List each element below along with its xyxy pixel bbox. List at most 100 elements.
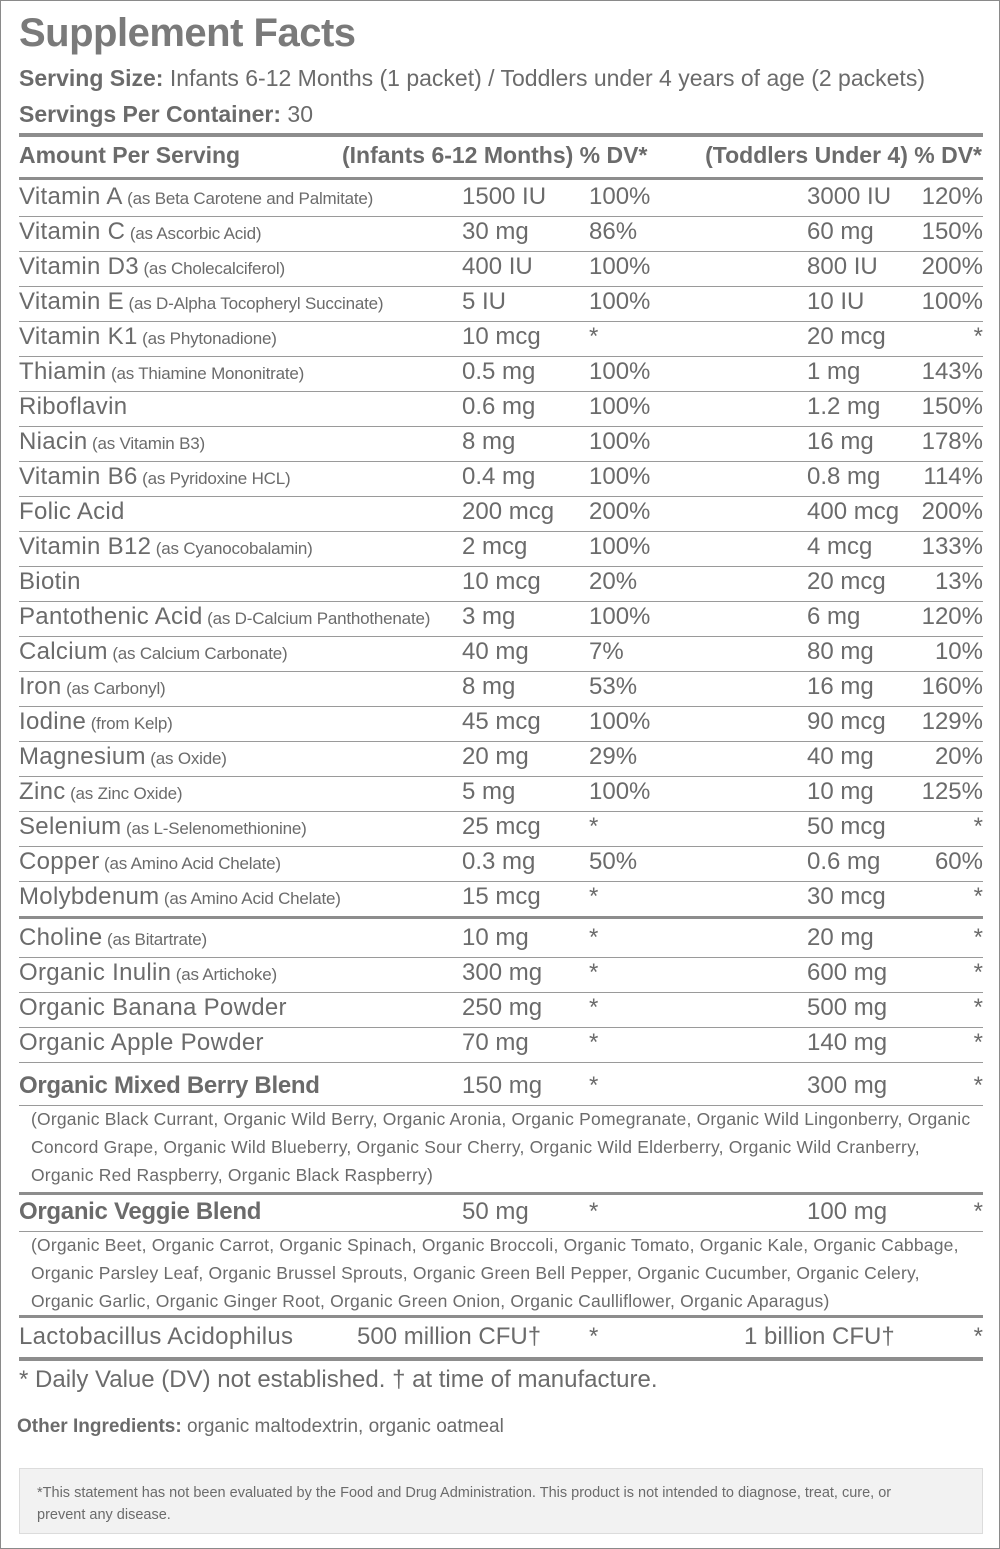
row-toddler-amount: 40 mg (807, 743, 874, 770)
nutrient-name: Iodine (19, 708, 87, 735)
row-infant-dv: 100% (589, 708, 651, 735)
servings-per-container-value: 30 (281, 101, 314, 127)
divider-thick (19, 133, 983, 137)
row-infant-amount: 10 mcg (462, 323, 541, 350)
nutrient-name: Riboflavin (19, 393, 128, 420)
divider-thick (19, 1192, 983, 1195)
table-row: Iodine (from Kelp) 45 mcg 100% 90 mcg 129% (19, 707, 983, 742)
row-toddler-amount: 90 mcg (807, 708, 886, 735)
row-name: Folic Acid (19, 498, 125, 526)
table-row: Organic Inulin (as Artichoke) 300 mg * 600 … (19, 958, 983, 993)
row-toddler-dv: * (973, 924, 983, 951)
row-name: Choline (as Bitartrate) (19, 924, 207, 952)
table-row: Zinc (as Zinc Oxide) 5 mg 100% 10 mg 125% (19, 777, 983, 812)
table-row: Vitamin K1 (as Phytonadione) 10 mcg * 20 mc… (19, 322, 983, 357)
nutrient-source: (as Carbonyl) (61, 679, 166, 698)
row-infant-dv: 100% (589, 603, 651, 630)
table-row: Pantothenic Acid (as D-Calcium Panthothe… (19, 602, 983, 637)
row-infant-amount: 20 mg (462, 743, 529, 770)
row-infant-dv: 50% (589, 848, 638, 875)
row-infant-dv: * (589, 323, 599, 350)
row-toddler-dv: * (973, 1029, 983, 1056)
row-name: Organic Veggie Blend (19, 1198, 262, 1225)
row-name: Vitamin D3 (as Cholecalciferol) (19, 253, 285, 281)
row-name: Thiamin (as Thiamine Mononitrate) (19, 358, 304, 386)
row-toddler-amount: 16 mg (807, 673, 874, 700)
nutrient-name: Pantothenic Acid (19, 603, 203, 630)
row-toddler-amount: 10 mg (807, 778, 874, 805)
row-infant-dv: * (589, 813, 599, 840)
table-row: Iron (as Carbonyl) 8 mg 53% 16 mg 160% (19, 672, 983, 707)
row-infant-amount: 400 IU (462, 253, 533, 280)
nutrient-name: Organic Apple Powder (19, 1029, 264, 1056)
row-name: Molybdenum (as Amino Acid Chelate) (19, 883, 341, 911)
nutrient-name: Iron (19, 673, 62, 700)
row-name: Organic Mixed Berry Blend (19, 1072, 320, 1099)
row-toddler-dv: 20% (934, 743, 983, 770)
row-toddler-amount: 1 mg (807, 358, 861, 385)
footnote: * Daily Value (DV) not established. † at… (19, 1366, 658, 1393)
row-toddler-amount: 10 IU (807, 288, 865, 315)
row-infant-amount: 15 mcg (462, 883, 541, 910)
row-name: Selenium (as L-Selenomethionine) (19, 813, 307, 841)
row-infant-amount: 0.3 mg (462, 848, 536, 875)
row-infant-dv: 100% (589, 183, 651, 210)
row-infant-amount: 150 mg (462, 1072, 543, 1099)
row-infant-dv: 100% (589, 778, 651, 805)
row-name: Magnesium (as Oxide) (19, 743, 227, 771)
row-toddler-amount: 16 mg (807, 428, 874, 455)
fda-disclaimer-box: *This statement has not been evaluated b… (19, 1468, 983, 1534)
nutrient-source: (as Cholecalciferol) (138, 259, 285, 278)
row-infant-amount: 45 mcg (462, 708, 541, 735)
row-name: Copper (as Amino Acid Chelate) (19, 848, 281, 876)
row-infant-dv: 53% (589, 673, 638, 700)
row-toddler-dv: * (973, 994, 983, 1021)
row-infant-dv: 100% (589, 288, 651, 315)
row-infant-dv: * (589, 1323, 599, 1350)
nutrient-name: Magnesium (19, 743, 146, 770)
row-name: Vitamin B12 (as Cyanocobalamin) (19, 533, 313, 561)
table-row: Vitamin B6 (as Pyridoxine HCL) 0.4 mg 100%… (19, 462, 983, 497)
table-row: Riboflavin 0.6 mg 100% 1.2 mg 150% (19, 392, 983, 427)
nutrient-source: (as Bitartrate) (102, 930, 207, 949)
serving-size-label: Serving Size: (19, 65, 164, 91)
berry-blend-ingredients: (Organic Black Currant, Organic Wild Ber… (31, 1109, 971, 1185)
row-toddler-amount: 0.6 mg (807, 848, 881, 875)
row-toddler-dv: 143% (921, 358, 983, 385)
table-row: Folic Acid 200 mcg 200% 400 mcg 200% (19, 497, 983, 532)
nutrient-source: (as D-Alpha Tocopheryl Succinate) (123, 294, 384, 313)
row-toddler-dv: * (973, 1072, 983, 1099)
row-infant-dv: * (589, 994, 599, 1021)
row-infant-dv: 100% (589, 393, 651, 420)
row-toddler-amount: 50 mcg (807, 813, 886, 840)
other-ingredients: Other Ingredients: organic maltodextrin,… (17, 1416, 504, 1438)
row-infant-dv: 29% (589, 743, 638, 770)
nutrient-source: (as Zinc Oxide) (65, 784, 183, 803)
row-toddler-dv: 150% (921, 218, 983, 245)
row-name: Biotin (19, 568, 81, 596)
nutrient-name: Zinc (19, 778, 66, 805)
row-infant-amount: 10 mcg (462, 568, 541, 595)
nutrient-source: (as Vitamin B3) (87, 434, 205, 453)
row-toddler-dv: * (973, 1198, 983, 1225)
row-name: Vitamin C (as Ascorbic Acid) (19, 218, 262, 246)
row-name: Organic Inulin (as Artichoke) (19, 959, 277, 987)
row-name: Iron (as Carbonyl) (19, 673, 166, 701)
row-toddler-amount: 400 mcg (807, 498, 900, 525)
row-toddler-amount: 20 mcg (807, 323, 886, 350)
row-toddler-dv: * (973, 813, 983, 840)
row-infant-amount: 25 mcg (462, 813, 541, 840)
row-toddler-amount: 600 mg (807, 959, 888, 986)
nutrient-source: (as Thiamine Mononitrate) (106, 364, 305, 383)
nutrient-name: Vitamin C (19, 218, 126, 245)
header-amount: Amount Per Serving (19, 142, 241, 168)
row-toddler-dv: 120% (921, 183, 983, 210)
nutrient-name: Organic Banana Powder (19, 994, 287, 1021)
divider-thick (19, 1357, 983, 1361)
row-infant-dv: 20% (589, 568, 638, 595)
row-toddler-dv: 178% (921, 428, 983, 455)
table-row: Niacin (as Vitamin B3) 8 mg 100% 16 mg 178% (19, 427, 983, 462)
table-row: Molybdenum (as Amino Acid Chelate) 15 mcg… (19, 882, 983, 917)
nutrient-source: (as Amino Acid Chelate) (99, 854, 281, 873)
nutrient-name: Vitamin E (19, 288, 124, 315)
